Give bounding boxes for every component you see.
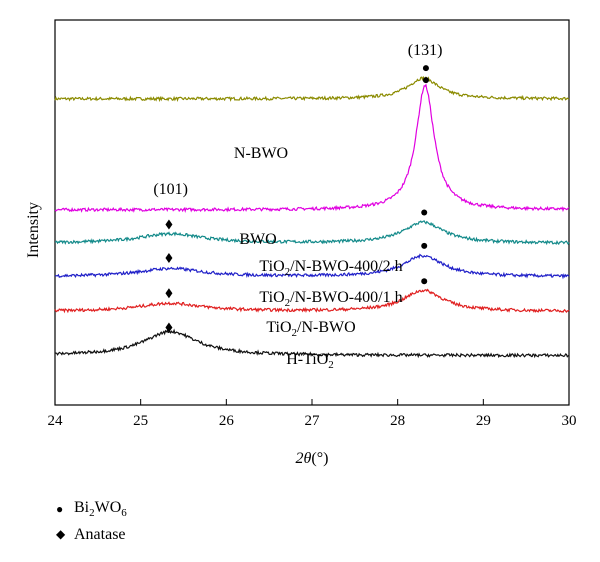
series-label-tio2-n-bwo-400-2-h: TiO2/N-BWO-400/2 h [259, 258, 402, 278]
series-line-tio2-n-bwo-400-1-h [54, 253, 570, 280]
x-tick-label-29: 29 [476, 413, 491, 429]
x-axis-unit: (°) [311, 450, 328, 467]
series-label-n-bwo: N-BWO [234, 145, 288, 162]
x-axis-label: 2θ(°) [296, 450, 329, 467]
series-label-tio2-n-bwo-400-1-h: TiO2/N-BWO-400/1 h [259, 289, 402, 309]
series-line-tio2-n-bwo [54, 288, 570, 314]
bi2wo6-marker-tio2-n-bwo-400-1-h [421, 242, 428, 249]
bullet-icon: ● [56, 502, 64, 516]
peak-annotations: (131) (101) [153, 42, 442, 198]
legend-label-anatase: Anatase [74, 525, 126, 543]
anatase-marker-tio2-n-bwo-400-2-h [165, 219, 173, 230]
x-tick-label-24: 24 [48, 413, 64, 429]
legend-item-anatase: ◆ Anatase [56, 522, 127, 547]
series-label-tio2-n-bwo: TiO2/N-BWO [266, 319, 355, 339]
plot-area-frame [54, 19, 570, 406]
x-tick-label-28: 28 [390, 413, 405, 429]
bi2wo6-marker-tio2-n-bwo-400-2-h [421, 209, 428, 216]
series-line-tio2-n-bwo-400-2-h [54, 220, 570, 246]
bi2wo6-marker-n-bwo [422, 65, 429, 72]
x-axis-symbol: 2θ [296, 450, 312, 467]
series-line-n-bwo [54, 75, 570, 103]
series-label-h-tio2: H-TiO2 [286, 351, 334, 371]
series-line-bwo [54, 83, 570, 214]
peak-annotation-101: (101) [153, 181, 188, 198]
bi2wo6-marker-tio2-n-bwo [421, 278, 428, 285]
peak-annotation-131: (131) [408, 42, 443, 59]
anatase-marker-tio2-n-bwo [165, 288, 173, 299]
series-lines [54, 75, 570, 359]
x-tick-label-26: 26 [219, 413, 235, 429]
x-tick-label-27: 27 [305, 413, 321, 429]
peak-markers [165, 65, 429, 333]
legend-label-bi2wo6: Bi2WO6 [74, 499, 127, 520]
y-axis-label: Intensity [25, 202, 42, 258]
x-tick-label-30: 30 [562, 413, 577, 429]
anatase-marker-h-tio2 [165, 322, 173, 333]
legend: ● Bi2WO6 ◆ Anatase [56, 497, 127, 547]
series-label-bwo: BWO [239, 231, 276, 248]
x-axis-ticks: 24 25 26 27 28 29 30 [48, 399, 577, 429]
bi2wo6-marker-bwo [422, 77, 429, 84]
series-line-h-tio2 [54, 328, 570, 359]
legend-item-bi2wo6: ● Bi2WO6 [56, 497, 127, 522]
x-tick-label-25: 25 [133, 413, 148, 429]
diamond-icon: ◆ [56, 527, 66, 541]
series-labels: N-BWO BWO TiO2/N-BWO-400/2 h TiO2/N-BWO-400… [234, 145, 403, 371]
anatase-marker-tio2-n-bwo-400-1-h [165, 252, 173, 263]
